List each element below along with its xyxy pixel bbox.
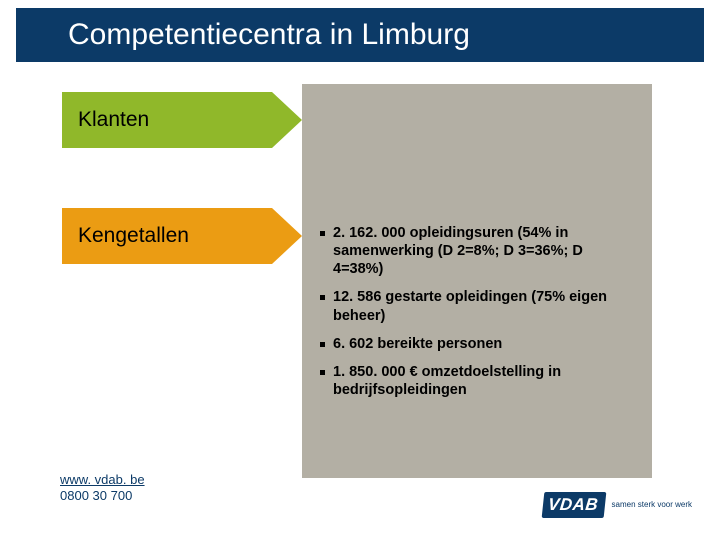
bullet-item: 2. 162. 000 opleidingsuren (54% in samen… <box>320 224 636 278</box>
bullet-item: 12. 586 gestarte opleidingen (75% eigen … <box>320 288 636 324</box>
logo-badge: VDAB <box>542 492 607 518</box>
bullet-icon <box>320 370 325 375</box>
arrow-icon <box>272 208 302 264</box>
bullet-item: 1. 850. 000 € omzetdoelstelling in bedri… <box>320 363 636 399</box>
tag-label: Klanten <box>78 108 149 132</box>
tag-kengetallen: Kengetallen <box>62 208 302 264</box>
bullet-text: 2. 162. 000 opleidingsuren (54% in samen… <box>333 224 636 278</box>
footer-phone: 0800 30 700 <box>60 488 132 503</box>
bullet-icon <box>320 231 325 236</box>
logo: VDAB samen sterk voor werk <box>543 492 692 518</box>
title-bar: Competentiecentra in Limburg <box>16 8 704 62</box>
arrow-icon <box>272 92 302 148</box>
footer: www. vdab. be 0800 30 700 <box>60 472 145 505</box>
bullet-icon <box>320 295 325 300</box>
bullet-icon <box>320 342 325 347</box>
bullet-text: 12. 586 gestarte opleidingen (75% eigen … <box>333 288 636 324</box>
logo-tagline: samen sterk voor werk <box>612 501 692 509</box>
page-title: Competentiecentra in Limburg <box>68 18 470 52</box>
content-panel: 2. 162. 000 opleidingsuren (54% in samen… <box>302 84 652 478</box>
tag-body: Kengetallen <box>62 208 272 264</box>
tag-klanten: Klanten <box>62 92 302 148</box>
bullet-text: 1. 850. 000 € omzetdoelstelling in bedri… <box>333 363 636 399</box>
tag-label: Kengetallen <box>78 224 189 248</box>
bullet-item: 6. 602 bereikte personen <box>320 335 636 353</box>
footer-url-link[interactable]: www. vdab. be <box>60 472 145 488</box>
tag-body: Klanten <box>62 92 272 148</box>
bullet-text: 6. 602 bereikte personen <box>333 335 502 353</box>
